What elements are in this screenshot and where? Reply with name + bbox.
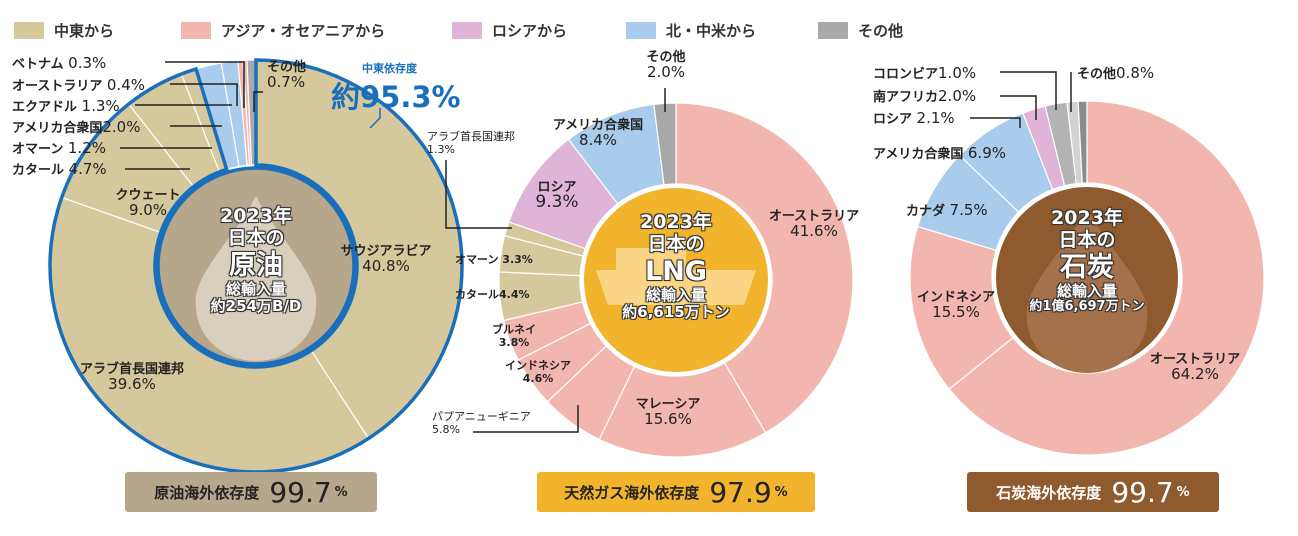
legend-russia: ロシアから [452, 20, 567, 41]
crude-center-text: 2023年 日本の 原油 総輸入量 約254万B/D [210, 205, 302, 315]
flame-icon [1026, 208, 1148, 373]
middle-east-outline [48, 58, 464, 474]
legend-label: ロシアから [492, 22, 568, 40]
label-indonesia: インドネシア 4.6% [505, 359, 571, 385]
label-vietnam: ベトナム 0.3% [12, 54, 107, 73]
coal-donut [909, 100, 1265, 456]
label-brunei: ブルネイ 3.8% [492, 323, 536, 349]
label-qatar: カタール 4.7% [12, 160, 107, 179]
label-south-africa: 南アフリカ2.0% [873, 87, 977, 106]
crude-dependency-badge: 原油海外依存度 99.7% [125, 472, 377, 512]
label-russia: ロシア 2.1% [873, 109, 955, 128]
middle-east-dependency-label: 中東依存度 [362, 62, 417, 75]
label-colombia: コロンビア1.0% [873, 64, 977, 83]
leader-line [970, 117, 1021, 128]
legend-label: 北・中米から [666, 22, 757, 40]
leader-line [445, 160, 512, 229]
legend-swatch [626, 22, 656, 39]
legend-other: その他 [818, 20, 903, 41]
leader-line [170, 83, 238, 106]
label-saudi-arabia: サウジアラビア 40.8% [340, 244, 432, 275]
label-oman: オマーン 1.2% [12, 139, 106, 158]
oil-drop-icon [195, 196, 317, 361]
label-papua-new-guinea: パプアニューギニア 5.8% [432, 410, 531, 436]
leader-line [253, 91, 263, 112]
label-australia: オーストラリア 64.2% [1149, 352, 1241, 383]
leader-line [165, 61, 245, 108]
lng-donut [498, 102, 854, 458]
legend-label: アジア・オセアニアから [221, 22, 386, 40]
label-australia: オーストラリア 41.6% [768, 209, 860, 240]
legend-swatch [452, 22, 482, 39]
legend-middle-east: 中東から [14, 20, 114, 41]
label-uae: アラブ首長国連邦 39.6% [79, 362, 185, 393]
lng-dependency-badge: 天然ガス海外依存度 97.9% [537, 472, 815, 512]
label-oman: オマーン 3.3% [455, 253, 533, 266]
leader-lines [120, 61, 1072, 433]
slice-その他 [1077, 100, 1088, 184]
label-malaysia: マレーシア 15.6% [635, 397, 701, 428]
label-usa: アメリカ合衆国 8.4% [552, 118, 644, 149]
label-kuwait: クウェート 9.0% [115, 188, 181, 219]
label-ecuador: エクアドル 1.3% [12, 97, 120, 116]
leader-line [1000, 95, 1037, 120]
label-canada: カナダ 7.5% [906, 201, 988, 220]
slice-その他 [653, 102, 677, 186]
label-other: その他 2.0% [646, 50, 686, 81]
coal-center-text: 2023年 日本の 石炭 総輸入量 約1億6,697万トン [1029, 207, 1145, 314]
label-uae: アラブ首長国連邦 1.3% [427, 130, 515, 156]
label-australia: オーストラリア 0.4% [12, 76, 145, 95]
label-usa: アメリカ合衆国 6.9% [873, 144, 1006, 163]
middle-east-dependency-value: 約95.3% [331, 80, 461, 114]
legend-asia-oceania: アジア・オセアニアから [181, 20, 385, 41]
label-usa: アメリカ合衆国2.0% [12, 118, 141, 137]
legend-north-central-america: 北・中米から [626, 20, 756, 41]
leader-line [1000, 71, 1057, 110]
coal-dependency-badge: 石炭海外依存度 99.7% [967, 472, 1219, 512]
legend-swatch [181, 22, 211, 39]
label-indonesia: インドネシア 15.5% [916, 290, 996, 321]
leader-line [473, 405, 579, 433]
crude-oil-donut [48, 58, 464, 474]
slice-オーストラリア [948, 100, 1265, 456]
ship-icon [596, 236, 756, 305]
label-russia: ロシア 9.3% [535, 180, 579, 212]
legend-label: 中東から [54, 22, 115, 40]
label-other: その他0.8% [1077, 64, 1155, 83]
label-qatar: カタール4.4% [455, 288, 530, 301]
leader-line [369, 108, 381, 129]
slice-オーストラリア [675, 102, 854, 434]
legend-swatch [14, 22, 44, 39]
legend-label: その他 [858, 22, 904, 40]
legend-swatch [818, 22, 848, 39]
lng-center-text: 2023年 日本の LNG 総輸入量 約6,615万トン [622, 211, 730, 321]
label-other: その他 0.7% [267, 60, 307, 91]
